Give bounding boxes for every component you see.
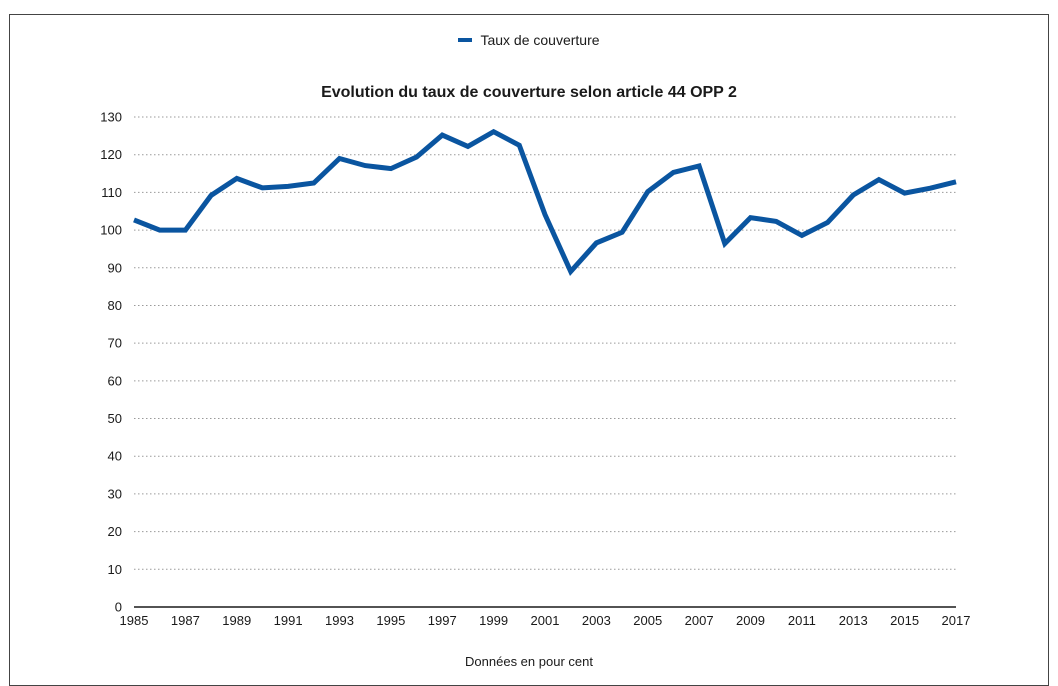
chart-footnote: Données en pour cent: [465, 654, 593, 669]
series-layer: [132, 128, 959, 277]
data-point: [132, 217, 137, 222]
data-point: [876, 177, 881, 182]
x-tick-label: 1991: [274, 613, 303, 628]
data-point: [157, 228, 162, 233]
y-tick-label: 30: [108, 486, 122, 501]
data-point: [722, 241, 727, 246]
data-point: [388, 166, 393, 171]
y-tick-label: 110: [101, 185, 122, 200]
x-tick-label: 1999: [479, 613, 508, 628]
y-tick-label: 70: [108, 336, 122, 351]
data-point: [465, 144, 470, 149]
x-tick-label: 2007: [685, 613, 714, 628]
y-axis-tick-labels: 0 10 20 30 40 50 60 70 80 90 100 110 120 130: [100, 110, 122, 615]
x-tick-label: 1989: [222, 613, 251, 628]
data-point: [697, 164, 702, 169]
data-point: [517, 143, 522, 148]
data-point: [543, 212, 548, 217]
data-point: [954, 179, 959, 184]
data-point: [825, 220, 830, 225]
data-point: [902, 191, 907, 196]
gridlines: [134, 116, 956, 570]
data-point: [594, 240, 599, 245]
legend: Taux de couverture: [0, 31, 1058, 49]
data-point: [286, 184, 291, 189]
x-tick-label: 2005: [633, 613, 662, 628]
x-tick-label: 1993: [325, 613, 354, 628]
x-tick-label: 2015: [890, 613, 919, 628]
data-point: [183, 228, 188, 233]
x-tick-label: 2001: [531, 613, 560, 628]
x-tick-label: 1987: [171, 613, 200, 628]
y-tick-label: 90: [108, 260, 122, 275]
data-point: [620, 230, 625, 235]
data-point: [645, 189, 650, 194]
data-point: [851, 193, 856, 198]
y-tick-label: 100: [100, 223, 122, 238]
data-point: [491, 129, 496, 134]
data-point: [774, 219, 779, 224]
data-point: [928, 186, 933, 191]
x-tick-label: 2003: [582, 613, 611, 628]
x-tick-label: 1985: [120, 613, 149, 628]
x-tick-label: 2013: [839, 613, 868, 628]
chart-title: Evolution du taux de couverture selon ar…: [321, 84, 737, 101]
legend-swatch: [458, 38, 473, 43]
data-point: [363, 163, 368, 168]
y-tick-label: 0: [115, 600, 122, 615]
data-point: [440, 133, 445, 138]
data-point: [209, 193, 214, 198]
x-axis: 1985 1987 1989 1991 1993 1995 1997 1999 2001 2003…: [120, 606, 971, 628]
series-line-taux-de-couverture: [133, 128, 957, 277]
y-tick-label: 20: [108, 524, 122, 539]
data-point: [671, 170, 676, 175]
chart-frame: [9, 14, 1049, 686]
y-tick-label: 80: [108, 298, 122, 313]
data-point: [799, 233, 804, 238]
y-tick-label: 60: [108, 373, 122, 388]
data-point: [234, 176, 239, 181]
y-tick-label: 120: [100, 147, 122, 162]
data-point: [414, 154, 419, 159]
x-tick-label: 1997: [428, 613, 457, 628]
data-point: [337, 156, 342, 161]
data-point: [260, 185, 265, 190]
x-tick-label: 1995: [376, 613, 405, 628]
y-tick-label: 10: [108, 562, 122, 577]
data-point: [748, 215, 753, 220]
x-tick-label: 2011: [788, 613, 816, 628]
y-tick-label: 40: [108, 449, 122, 464]
x-tick-label: 2009: [736, 613, 765, 628]
y-tick-label: 130: [100, 110, 122, 125]
legend-label: Taux de couverture: [480, 32, 600, 48]
data-point: [311, 180, 316, 185]
data-point: [568, 269, 573, 274]
y-tick-label: 50: [108, 411, 122, 426]
x-tick-label: 2017: [942, 613, 971, 628]
